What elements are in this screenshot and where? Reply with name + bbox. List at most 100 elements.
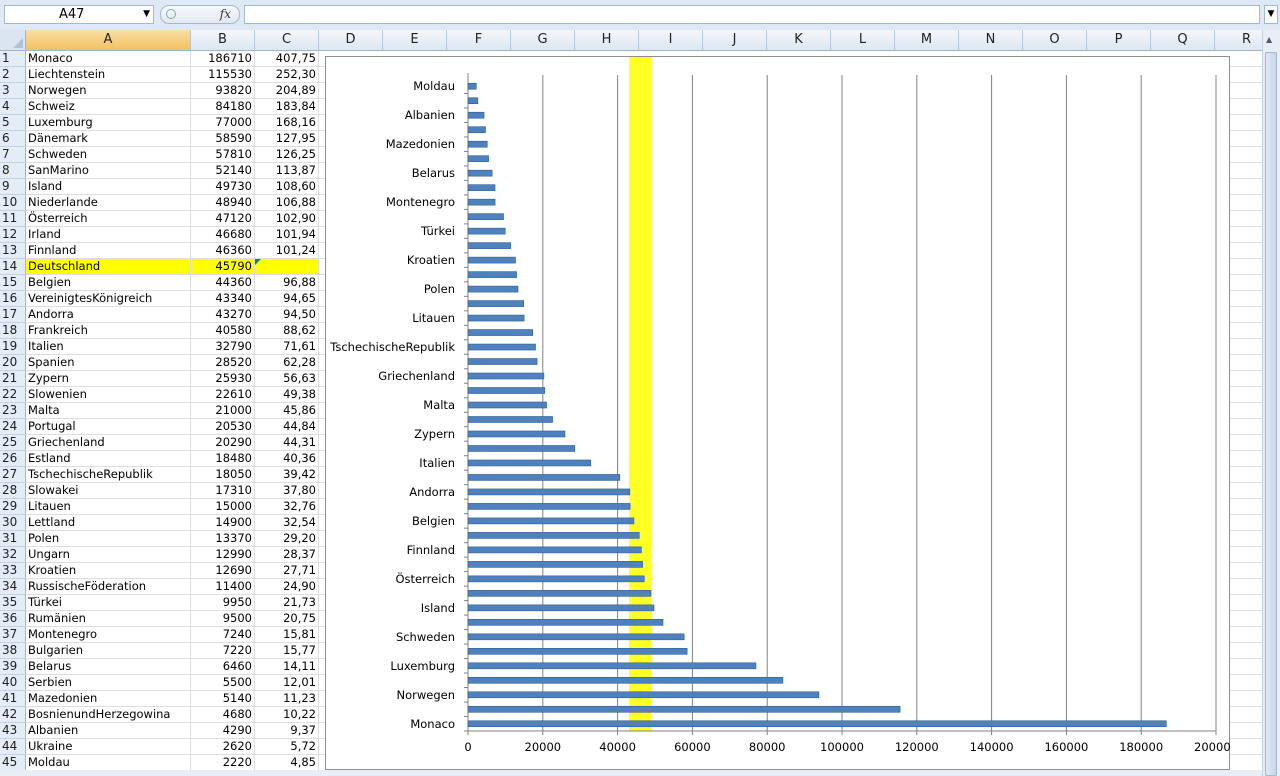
cell-country[interactable]: Liechtenstein xyxy=(26,67,191,82)
row-number[interactable]: 34 xyxy=(0,579,26,595)
column-header-j[interactable]: J xyxy=(703,30,767,50)
cell-value-c[interactable]: 29,20 xyxy=(255,531,319,546)
cell-country[interactable]: Ukraine xyxy=(26,739,191,754)
cell-value-b[interactable]: 93820 xyxy=(191,83,255,98)
row-number[interactable]: 40 xyxy=(0,675,26,691)
cell-country[interactable]: Zypern xyxy=(26,371,191,386)
cell-country[interactable]: Niederlande xyxy=(26,195,191,210)
cell-country[interactable]: Lettland xyxy=(26,515,191,530)
cell-value-c[interactable]: 24,90 xyxy=(255,579,319,594)
cell-value-c[interactable]: 39,42 xyxy=(255,467,319,482)
cell-value-b[interactable]: 7240 xyxy=(191,627,255,642)
cell-value-c[interactable]: 106,88 xyxy=(255,195,319,210)
cell-value-c[interactable]: 28,37 xyxy=(255,547,319,562)
cell-value-b[interactable]: 28520 xyxy=(191,355,255,370)
cell-country[interactable]: Italien xyxy=(26,339,191,354)
cell-value-b[interactable]: 11400 xyxy=(191,579,255,594)
cell-value-c[interactable]: 32,54 xyxy=(255,515,319,530)
insert-function-button[interactable]: fx xyxy=(160,5,240,24)
cell-value-c[interactable]: 183,84 xyxy=(255,99,319,114)
cell-value-b[interactable]: 9950 xyxy=(191,595,255,610)
cell-value-b[interactable]: 18480 xyxy=(191,451,255,466)
cell-value-c[interactable]: 94,50 xyxy=(255,307,319,322)
cell-value-b[interactable]: 18050 xyxy=(191,467,255,482)
column-header-m[interactable]: M xyxy=(895,30,959,50)
cell-value-b[interactable]: 22610 xyxy=(191,387,255,402)
cell-country[interactable]: Albanien xyxy=(26,723,191,738)
cell-value-b[interactable]: 17310 xyxy=(191,483,255,498)
row-number[interactable]: 20 xyxy=(0,355,26,371)
cell-value-c[interactable]: 49,38 xyxy=(255,387,319,402)
cell-country[interactable]: Spanien xyxy=(26,355,191,370)
cell-value-b[interactable]: 46680 xyxy=(191,227,255,242)
cell-value-c[interactable]: 94,65 xyxy=(255,291,319,306)
cell-value-c[interactable]: 37,80 xyxy=(255,483,319,498)
cell-country[interactable]: Andorra xyxy=(26,307,191,322)
row-number[interactable]: 37 xyxy=(0,627,26,643)
cell-value-b[interactable]: 12690 xyxy=(191,563,255,578)
cell-value-c[interactable]: 21,73 xyxy=(255,595,319,610)
cell-value-b[interactable]: 186710 xyxy=(191,51,255,66)
cell-value-c[interactable]: 108,60 xyxy=(255,179,319,194)
row-number[interactable]: 18 xyxy=(0,323,26,339)
cell-value-c[interactable]: 127,95 xyxy=(255,131,319,146)
cell-value-c[interactable]: 27,71 xyxy=(255,563,319,578)
row-number[interactable]: 9 xyxy=(0,179,26,195)
cell-value-b[interactable]: 12990 xyxy=(191,547,255,562)
column-header-a[interactable]: A xyxy=(26,30,191,50)
scroll-up-icon[interactable]: ▲ xyxy=(1266,35,1273,44)
cell-country[interactable]: SanMarino xyxy=(26,163,191,178)
cell-country[interactable]: Norwegen xyxy=(26,83,191,98)
cell-value-c[interactable]: 9,37 xyxy=(255,723,319,738)
cell-country[interactable]: Türkei xyxy=(26,595,191,610)
cell-value-b[interactable]: 77000 xyxy=(191,115,255,130)
cell-country[interactable]: Dänemark xyxy=(26,131,191,146)
cell-value-b[interactable]: 32790 xyxy=(191,339,255,354)
cell-value-b[interactable]: 44360 xyxy=(191,275,255,290)
row-number[interactable]: 11 xyxy=(0,211,26,227)
cell-country[interactable]: Montenegro xyxy=(26,627,191,642)
cell-value-b[interactable]: 20530 xyxy=(191,419,255,434)
column-header-l[interactable]: L xyxy=(831,30,895,50)
cell-country[interactable]: Luxemburg xyxy=(26,115,191,130)
row-number[interactable]: 31 xyxy=(0,531,26,547)
cell-value-b[interactable]: 58590 xyxy=(191,131,255,146)
row-number[interactable]: 25 xyxy=(0,435,26,451)
cell-country[interactable]: Kroatien xyxy=(26,563,191,578)
cell-value-c[interactable]: 102,90 xyxy=(255,211,319,226)
row-number[interactable]: 30 xyxy=(0,515,26,531)
cell-country[interactable]: Slowenien xyxy=(26,387,191,402)
cell-value-b[interactable]: 43270 xyxy=(191,307,255,322)
column-header-c[interactable]: C xyxy=(255,30,319,50)
column-header-b[interactable]: B xyxy=(191,30,255,50)
cell-country[interactable]: Moldau xyxy=(26,755,191,770)
cell-country[interactable]: Frankreich xyxy=(26,323,191,338)
row-number[interactable]: 1 xyxy=(0,51,26,67)
cell-country[interactable]: RussischeFöderation xyxy=(26,579,191,594)
column-header-n[interactable]: N xyxy=(959,30,1023,50)
cell-value-b[interactable]: 48940 xyxy=(191,195,255,210)
row-number[interactable]: 23 xyxy=(0,403,26,419)
row-number[interactable]: 7 xyxy=(0,147,26,163)
row-number[interactable]: 8 xyxy=(0,163,26,179)
cell-country[interactable]: Irland xyxy=(26,227,191,242)
column-header-g[interactable]: G xyxy=(511,30,575,50)
cell-country[interactable]: VereinigtesKönigreich xyxy=(26,291,191,306)
column-header-k[interactable]: K xyxy=(767,30,831,50)
cell-country[interactable]: Belgien xyxy=(26,275,191,290)
cell-country[interactable]: Deutschland xyxy=(26,259,191,274)
cell-value-c[interactable]: 56,63 xyxy=(255,371,319,386)
cell-value-c[interactable]: 15,77 xyxy=(255,643,319,658)
cell-value-c[interactable]: 44,31 xyxy=(255,435,319,450)
select-all-button[interactable] xyxy=(0,30,26,51)
cell-country[interactable]: Schweiz xyxy=(26,99,191,114)
cell-value-c[interactable]: 44,84 xyxy=(255,419,319,434)
cell-value-c[interactable]: 45,86 xyxy=(255,403,319,418)
cell-value-b[interactable]: 2620 xyxy=(191,739,255,754)
row-number[interactable]: 15 xyxy=(0,275,26,291)
cell-country[interactable]: TschechischeRepublik xyxy=(26,467,191,482)
row-number[interactable]: 12 xyxy=(0,227,26,243)
cell-value-b[interactable]: 115530 xyxy=(191,67,255,82)
cell-value-c[interactable]: 88,62 xyxy=(255,323,319,338)
cell-value-c[interactable]: 407,75 xyxy=(255,51,319,66)
